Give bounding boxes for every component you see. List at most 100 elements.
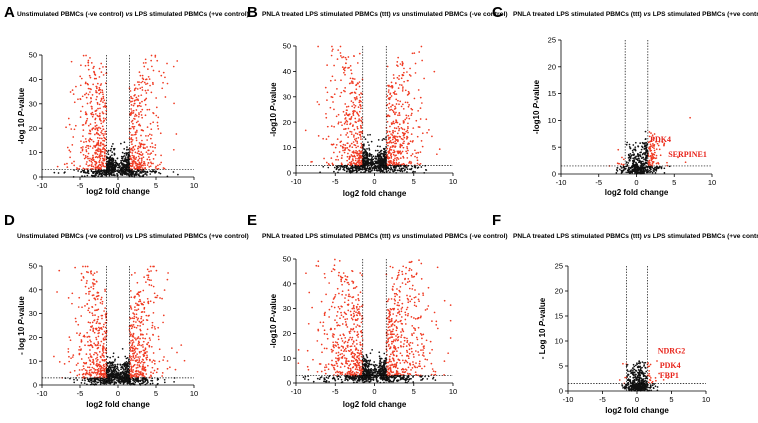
data-point	[341, 154, 343, 157]
data-point	[152, 162, 154, 165]
data-point	[158, 171, 160, 174]
data-point	[94, 303, 97, 306]
data-point	[353, 166, 356, 169]
data-point	[102, 359, 104, 361]
data-point	[337, 158, 340, 161]
data-point	[355, 88, 358, 91]
data-point	[402, 107, 405, 110]
data-point	[100, 120, 102, 122]
data-point	[348, 113, 351, 116]
data-point	[96, 354, 99, 356]
data-point	[141, 153, 144, 155]
data-point	[350, 116, 353, 118]
data-point	[159, 163, 161, 166]
data-point	[135, 133, 137, 135]
data-point	[138, 81, 140, 83]
data-point	[132, 379, 134, 382]
data-point	[95, 360, 98, 362]
data-point	[366, 148, 368, 150]
data-point	[87, 68, 90, 71]
data-point	[79, 84, 82, 87]
data-point	[97, 143, 100, 145]
y-tick-label: 0	[33, 173, 37, 182]
data-point	[151, 324, 154, 327]
data-point	[131, 97, 134, 100]
data-point	[354, 151, 356, 154]
data-point	[69, 91, 72, 93]
data-point	[343, 69, 346, 72]
data-point	[119, 363, 122, 366]
data-point	[92, 278, 95, 281]
data-point	[146, 108, 149, 111]
data-point	[109, 156, 112, 159]
data-point	[335, 115, 338, 118]
data-point	[400, 169, 403, 171]
data-point	[132, 312, 134, 314]
data-point	[76, 379, 79, 381]
data-point	[104, 104, 106, 107]
data-point	[100, 71, 103, 73]
data-point	[78, 373, 81, 376]
data-point	[367, 167, 369, 170]
data-point	[380, 159, 382, 162]
data-point	[89, 271, 92, 273]
data-point	[410, 369, 412, 371]
data-point	[407, 149, 409, 152]
data-point	[390, 157, 393, 159]
data-point	[365, 154, 367, 156]
data-point	[629, 152, 632, 155]
data-point	[101, 91, 104, 94]
data-point	[172, 148, 175, 151]
data-point	[121, 372, 124, 374]
data-point	[150, 128, 153, 131]
data-point	[136, 98, 139, 101]
data-point	[90, 100, 93, 103]
data-point	[157, 335, 160, 338]
data-point	[143, 361, 146, 364]
data-point	[402, 138, 404, 141]
data-point	[135, 114, 138, 117]
data-point	[99, 170, 101, 173]
data-point	[102, 93, 104, 96]
data-point	[126, 148, 128, 151]
data-point	[86, 280, 88, 282]
data-point	[392, 136, 395, 138]
data-point	[121, 157, 124, 160]
data-point	[130, 120, 133, 123]
data-point	[417, 151, 420, 154]
data-point	[410, 133, 413, 135]
data-point	[102, 105, 105, 108]
data-point	[120, 380, 122, 383]
data-point	[380, 149, 382, 152]
data-point	[394, 145, 397, 148]
data-point	[348, 145, 351, 148]
data-point	[325, 112, 327, 115]
data-point	[77, 362, 79, 365]
data-point	[392, 145, 395, 147]
data-point	[84, 82, 87, 85]
data-point	[398, 123, 401, 126]
data-point	[92, 172, 94, 174]
data-point	[344, 117, 347, 119]
data-point	[617, 148, 620, 151]
data-point	[137, 155, 140, 158]
data-point	[129, 90, 132, 92]
data-point	[177, 173, 179, 176]
data-point	[405, 130, 408, 133]
data-point	[134, 113, 137, 116]
data-point	[417, 166, 420, 169]
data-point	[138, 157, 141, 160]
data-point	[116, 379, 118, 381]
data-point	[166, 278, 169, 281]
data-point	[145, 151, 148, 154]
data-point	[386, 65, 389, 68]
data-point	[82, 146, 84, 148]
data-point	[331, 162, 334, 165]
data-point	[643, 162, 646, 165]
data-point	[141, 139, 143, 142]
data-point	[364, 162, 367, 165]
data-point	[654, 168, 657, 171]
data-point	[103, 323, 105, 326]
data-point	[412, 127, 415, 129]
panel-label: B	[247, 4, 258, 21]
